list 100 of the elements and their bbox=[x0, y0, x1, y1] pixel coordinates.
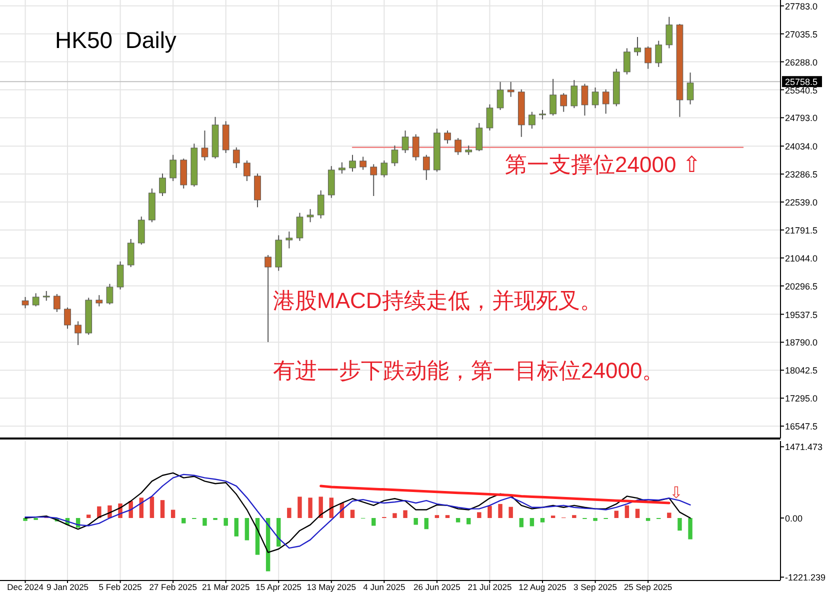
bar bbox=[424, 518, 428, 530]
bar bbox=[287, 508, 292, 518]
bar bbox=[593, 518, 598, 521]
bar bbox=[646, 518, 650, 521]
candlestick bbox=[96, 294, 103, 307]
candlestick bbox=[201, 130, 208, 161]
bar bbox=[488, 506, 492, 518]
y-tick-label: 23286.5 bbox=[785, 170, 818, 180]
y-tick-label: 21044.0 bbox=[785, 253, 818, 264]
bar bbox=[540, 518, 545, 522]
candlestick bbox=[686, 72, 694, 105]
candlestick bbox=[444, 130, 451, 144]
y-tick-label: 24793.0 bbox=[785, 113, 818, 124]
bar bbox=[434, 515, 440, 518]
y-tick-label: 20296.5 bbox=[785, 281, 818, 292]
bar bbox=[234, 518, 238, 536]
bar bbox=[202, 518, 207, 526]
x-tick-label: 21 Jul 2025 bbox=[468, 582, 512, 592]
bar bbox=[372, 518, 376, 526]
y-tick-label: 17295.0 bbox=[785, 394, 818, 404]
candlestick bbox=[570, 80, 578, 109]
candlestick bbox=[360, 156, 366, 170]
x-tick-label: Dec 2024 bbox=[7, 582, 44, 592]
annotation: 第一支撑位24000 ⇧ bbox=[505, 152, 700, 177]
candlestick bbox=[22, 296, 29, 309]
candlestick bbox=[402, 130, 409, 154]
candlestick bbox=[264, 254, 272, 343]
bar bbox=[350, 510, 355, 518]
x-tick-label: 12 Aug 2025 bbox=[518, 582, 567, 592]
candlestick bbox=[422, 154, 430, 180]
text: HK50 Daily bbox=[55, 27, 177, 53]
y-tick-label: -1221.239 bbox=[785, 572, 826, 583]
y-tick-label: 27783.0 bbox=[785, 1, 818, 12]
candlestick bbox=[138, 216, 145, 246]
candlestick bbox=[380, 160, 388, 178]
candlestick bbox=[338, 162, 346, 174]
x-tick-label: 9 Jan 2025 bbox=[46, 582, 89, 592]
bar bbox=[224, 518, 228, 526]
candlestick bbox=[496, 81, 504, 110]
candlestick bbox=[644, 46, 652, 70]
bar bbox=[635, 508, 640, 518]
y-tick-label: 1471.473 bbox=[785, 442, 823, 452]
bar bbox=[624, 505, 630, 518]
candlestick bbox=[74, 320, 82, 346]
bar bbox=[97, 506, 102, 518]
x-tick-label: 21 Mar 2025 bbox=[202, 582, 250, 592]
bar bbox=[678, 518, 682, 531]
candlestick bbox=[412, 134, 420, 161]
x-tick-label: 5 Feb 2025 bbox=[98, 582, 142, 592]
annotation: ⇩ bbox=[670, 485, 682, 502]
bar bbox=[688, 518, 692, 540]
y-tick-label: 26288.0 bbox=[785, 57, 818, 68]
candlestick bbox=[391, 145, 398, 167]
bar bbox=[667, 512, 672, 518]
x-tick-label: 15 Apr 2025 bbox=[256, 582, 302, 592]
bar bbox=[477, 512, 482, 518]
y-tick-label: 16547.5 bbox=[785, 422, 818, 432]
bar bbox=[550, 516, 556, 518]
candlestick bbox=[550, 78, 556, 116]
candlestick bbox=[42, 290, 50, 302]
y-tick-label: 18790.0 bbox=[785, 338, 818, 348]
bar bbox=[150, 496, 154, 518]
bar bbox=[456, 518, 460, 522]
candlestick bbox=[602, 88, 610, 114]
y-tick-label: 24034.0 bbox=[785, 142, 818, 152]
candlestick bbox=[370, 164, 378, 196]
candlestick bbox=[159, 173, 166, 196]
annotation: 港股MACD持续走低，并现死叉。 bbox=[273, 288, 602, 313]
candlestick bbox=[116, 260, 124, 290]
annotation: 有进一步下跌动能，第一目标位24000。 bbox=[273, 358, 664, 383]
bar bbox=[23, 518, 28, 521]
candlestick bbox=[349, 154, 356, 172]
bar bbox=[244, 518, 250, 540]
x-tick-label: 4 Jun 2025 bbox=[363, 582, 406, 592]
bar bbox=[508, 506, 513, 518]
candlestick bbox=[54, 293, 60, 312]
y-tick-label: 0.00 bbox=[785, 514, 803, 524]
candlestick bbox=[476, 122, 483, 152]
candlestick bbox=[624, 48, 630, 75]
y-tick-label: 19537.5 bbox=[785, 310, 818, 320]
candlestick bbox=[64, 306, 71, 330]
bar bbox=[86, 514, 91, 518]
candlestick bbox=[306, 208, 314, 223]
bar bbox=[298, 496, 302, 518]
candlestick bbox=[581, 83, 588, 116]
y-tick-label: 25540.5 bbox=[785, 85, 818, 96]
bar bbox=[318, 496, 323, 518]
y-tick-label: 21791.5 bbox=[785, 225, 818, 236]
candlestick bbox=[634, 36, 641, 56]
candlestick bbox=[317, 190, 324, 219]
candlestick bbox=[170, 154, 176, 182]
bar bbox=[530, 518, 534, 526]
y-tick-label: 22539.0 bbox=[785, 198, 818, 208]
candlestick bbox=[106, 283, 114, 305]
candlestick bbox=[32, 292, 40, 307]
candlestick bbox=[232, 146, 240, 168]
candlestick bbox=[507, 81, 514, 98]
bar bbox=[160, 500, 165, 518]
candlestick bbox=[465, 145, 472, 156]
bar bbox=[519, 518, 524, 528]
